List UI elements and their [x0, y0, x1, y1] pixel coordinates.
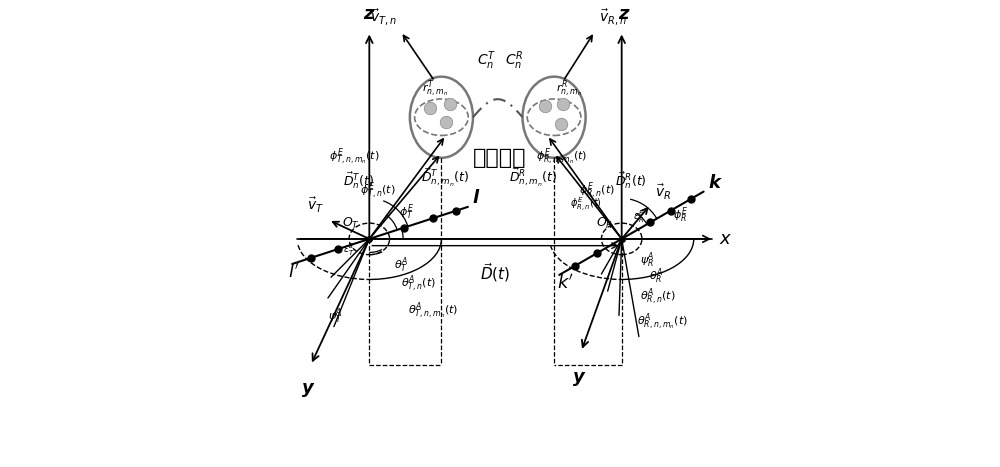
Text: $\phi_{T,n}^E(t)$: $\phi_{T,n}^E(t)$ — [360, 180, 396, 201]
Text: $\boldsymbol{l}$: $\boldsymbol{l}$ — [472, 189, 481, 207]
Text: $r_{n,m_n}^R$: $r_{n,m_n}^R$ — [556, 78, 582, 99]
Text: $\vec{D}_n^R(t)$: $\vec{D}_n^R(t)$ — [615, 170, 647, 191]
Text: $\vec{D}_{n,m_n}^R(t)$: $\vec{D}_{n,m_n}^R(t)$ — [509, 167, 557, 189]
Text: $\vec{v}_{T,n}$: $\vec{v}_{T,n}$ — [370, 7, 396, 27]
Text: $C_n^T$: $C_n^T$ — [477, 50, 497, 72]
Text: $\vec{D}_{n,m_n}^T(t)$: $\vec{D}_{n,m_n}^T(t)$ — [421, 167, 470, 189]
Text: $\vec{v}_{R,n}$: $\vec{v}_{R,n}$ — [599, 7, 627, 27]
Text: $\psi_T^A$: $\psi_T^A$ — [328, 307, 343, 326]
Text: $\phi_R^E$: $\phi_R^E$ — [673, 206, 688, 226]
Text: $\varepsilon_R^E$: $\varepsilon_R^E$ — [633, 209, 645, 226]
Text: $\boldsymbol{k'}$: $\boldsymbol{k'}$ — [557, 274, 574, 292]
Text: $\boldsymbol{z}$: $\boldsymbol{z}$ — [618, 5, 630, 22]
Text: $C_n^R$: $C_n^R$ — [505, 50, 523, 72]
Text: $\vec{v}_R$: $\vec{v}_R$ — [655, 183, 671, 202]
Text: $\phi_{T,n,m_n}^E(t)$: $\phi_{T,n,m_n}^E(t)$ — [329, 146, 379, 167]
Text: $\theta_{T,n}^A(t)$: $\theta_{T,n}^A(t)$ — [401, 273, 436, 294]
Text: $\boldsymbol{k}$: $\boldsymbol{k}$ — [708, 174, 723, 192]
Text: $O_R$: $O_R$ — [596, 216, 613, 231]
Text: $r_{n,m_n}^T$: $r_{n,m_n}^T$ — [422, 78, 448, 99]
Text: $\theta_T^A$: $\theta_T^A$ — [394, 255, 408, 275]
Text: $O_T$: $O_T$ — [342, 216, 359, 231]
Text: $\vec{D}_n^T(t)$: $\vec{D}_n^T(t)$ — [343, 170, 374, 191]
Text: $\varepsilon_T^E$: $\varepsilon_T^E$ — [343, 241, 355, 258]
Text: $\theta_{R,n}^A(t)$: $\theta_{R,n}^A(t)$ — [640, 286, 675, 307]
Text: 虚拟链路: 虚拟链路 — [473, 148, 527, 168]
Text: $\phi_{R,n,m_n}^E(t)$: $\phi_{R,n,m_n}^E(t)$ — [536, 146, 587, 167]
Text: $\phi_T^E$: $\phi_T^E$ — [399, 202, 414, 222]
Text: $\theta_{T,n,m_n}^A(t)$: $\theta_{T,n,m_n}^A(t)$ — [408, 300, 458, 321]
Text: $\boldsymbol{z}$: $\boldsymbol{z}$ — [363, 5, 376, 22]
Text: $\boldsymbol{y}$: $\boldsymbol{y}$ — [301, 381, 316, 399]
Text: $x$: $x$ — [719, 230, 732, 248]
Text: $\vec{v}_T$: $\vec{v}_T$ — [307, 196, 324, 215]
Text: $\boldsymbol{y}$: $\boldsymbol{y}$ — [572, 369, 586, 388]
Text: $\phi_{R,n}^E(t)$: $\phi_{R,n}^E(t)$ — [570, 196, 601, 214]
Text: $\vec{D}(t)$: $\vec{D}(t)$ — [480, 262, 511, 284]
Text: $\boldsymbol{l'}$: $\boldsymbol{l'}$ — [288, 262, 299, 282]
Text: $\theta_{R,n,m_n}^A(t)$: $\theta_{R,n,m_n}^A(t)$ — [637, 311, 688, 332]
Text: $\phi_{R,n}^E(t)$: $\phi_{R,n}^E(t)$ — [579, 180, 615, 201]
Text: $\theta_R^A$: $\theta_R^A$ — [649, 266, 663, 286]
Text: $\psi_R^A$: $\psi_R^A$ — [640, 250, 654, 270]
